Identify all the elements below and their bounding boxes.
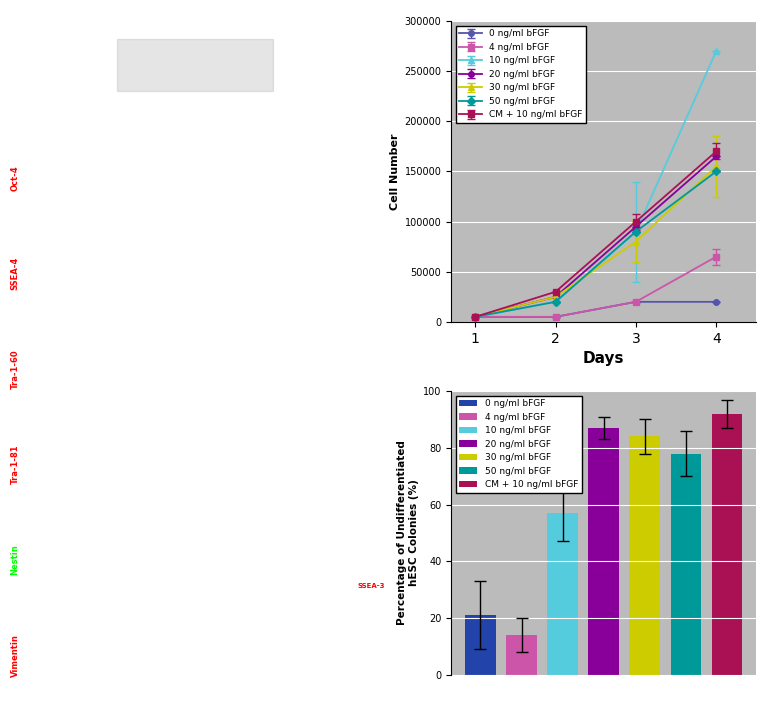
Y-axis label: Percentage of Undifferentiated
hESC Colonies (%): Percentage of Undifferentiated hESC Colo… (397, 441, 419, 626)
Bar (671, 453, 701, 675)
Legend: 0 ng/ml bFGF, 4 ng/ml bFGF, 10 ng/ml bFGF, 20 ng/ml bFGF, 30 ng/ml bFGF, 50 ng/m: 0 ng/ml bFGF, 4 ng/ml bFGF, 10 ng/ml bFG… (455, 25, 586, 123)
Text: Tra-1-81: Tra-1-81 (11, 444, 20, 484)
Text: SSEA-4: SSEA-4 (11, 257, 20, 290)
Bar (506, 635, 537, 675)
Y-axis label: Cell Number: Cell Number (390, 134, 400, 209)
Text: Tra-1-60: Tra-1-60 (11, 349, 20, 389)
Bar (547, 513, 578, 675)
Legend: 0 ng/ml bFGF, 4 ng/ml bFGF, 10 ng/ml bFGF, 20 ng/ml bFGF, 30 ng/ml bFGF, 50 ng/m: 0 ng/ml bFGF, 4 ng/ml bFGF, 10 ng/ml bFG… (455, 396, 581, 493)
Text: SSEA-3: SSEA-3 (357, 583, 384, 589)
Text: Vimentin: Vimentin (11, 634, 20, 677)
Bar (465, 615, 496, 675)
Text: Oct-4: Oct-4 (11, 165, 20, 191)
Bar (588, 428, 619, 675)
X-axis label: Days: Days (583, 352, 624, 366)
Bar (630, 437, 660, 675)
Bar (711, 414, 743, 675)
Bar (117, 39, 273, 91)
Text: Nestin: Nestin (11, 544, 20, 575)
